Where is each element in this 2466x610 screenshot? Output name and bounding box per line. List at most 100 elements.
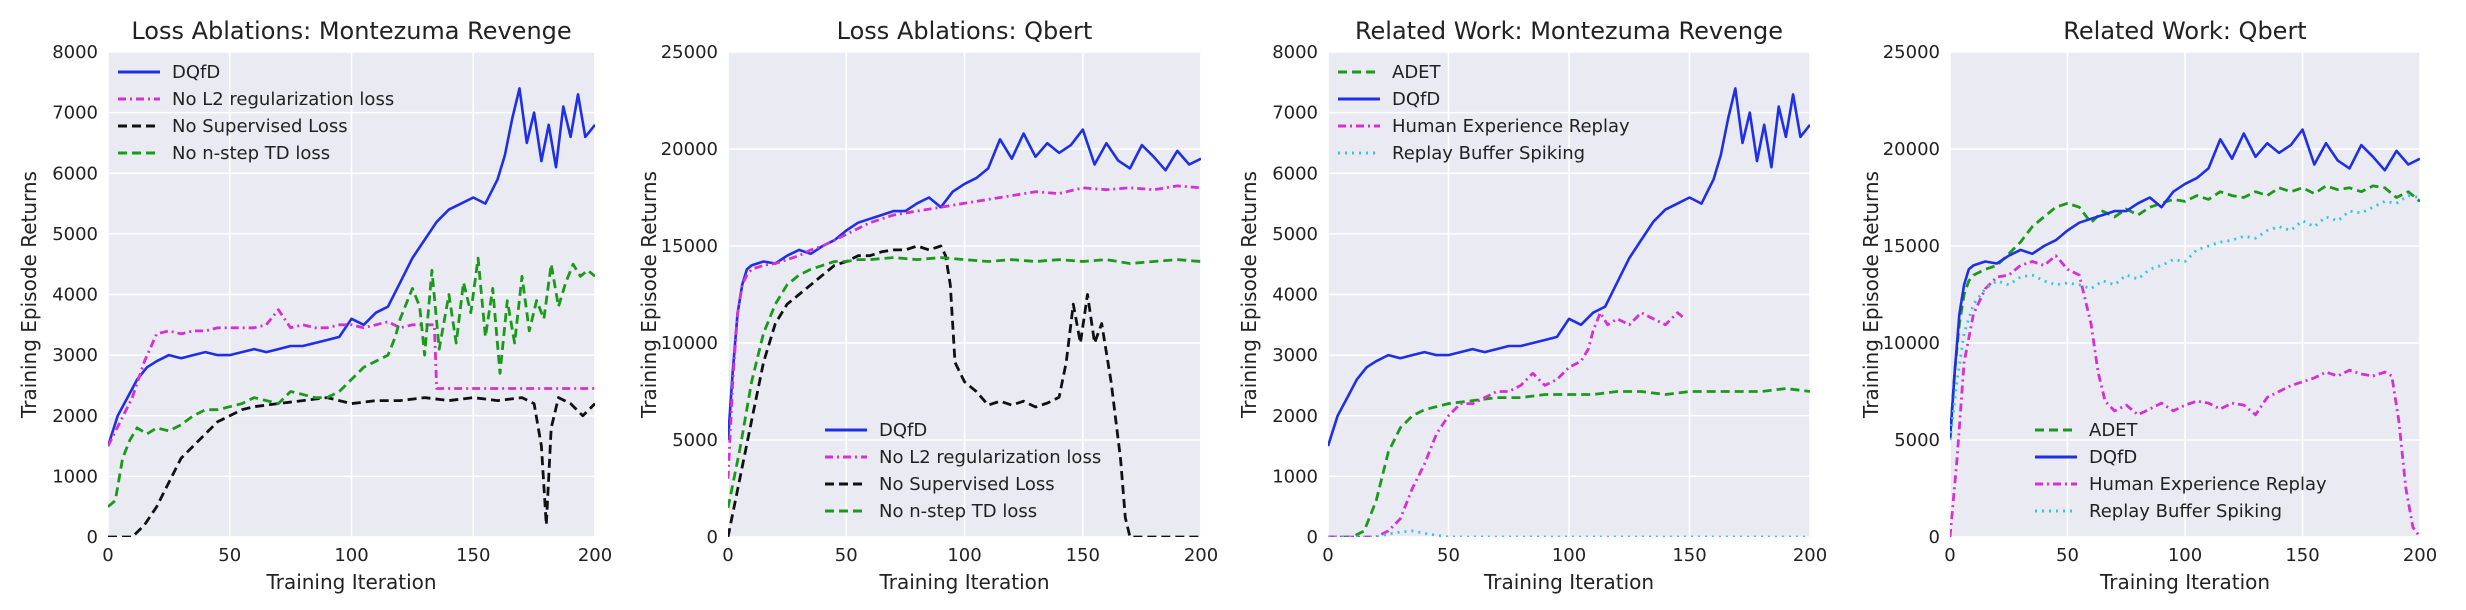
chart-panel-2: 0 5000 10000 15000 20000 25000 0 50 100 150 200 Los…	[637, 17, 1218, 594]
y-tick-label: 20000	[661, 139, 718, 160]
chart-panel-1: 0 1000 2000 3000 4000 5000 6000 7000 8000 0 50 100 1…	[17, 17, 612, 594]
series-line	[728, 244, 1201, 537]
legend-label: ADET	[1392, 62, 1442, 83]
series-line	[1950, 128, 2420, 441]
y-tick-label: 6000	[52, 163, 98, 184]
y-tick-label: 2000	[52, 406, 98, 427]
y-tick-label: 5000	[1894, 430, 1940, 451]
chart-title: Loss Ablations: Qbert	[837, 17, 1093, 45]
y-tick-label: 25000	[1883, 42, 1940, 63]
x-tick-label: 200	[578, 545, 612, 566]
y-tick-label: 5000	[1272, 224, 1318, 245]
legend-label: ADET	[2089, 420, 2139, 441]
y-tick-label: 5000	[52, 224, 98, 245]
legend-label: DQfD	[879, 420, 927, 441]
legend: DQfD No L2 regularization loss No Supervis…	[825, 420, 1101, 522]
y-tick-label: 8000	[52, 42, 98, 63]
y-tick-label: 10000	[661, 333, 718, 354]
legend-label: DQfD	[172, 62, 220, 83]
x-tick-label: 50	[2056, 545, 2079, 566]
legend-label: Human Experience Replay	[2089, 474, 2327, 495]
x-axis-label: Training Iteration	[878, 570, 1049, 594]
legend-label: No Supervised Loss	[172, 116, 348, 137]
y-tick-label: 1000	[52, 466, 98, 487]
y-tick-label: 0	[1929, 527, 1940, 548]
series-line	[108, 256, 595, 508]
legend-label: Replay Buffer Spiking	[1392, 143, 1585, 164]
legend-label: No L2 regularization loss	[172, 89, 394, 110]
x-tick-label: 0	[1944, 545, 1955, 566]
x-tick-label: 50	[835, 545, 858, 566]
y-tick-label: 7000	[52, 103, 98, 124]
x-tick-label: 100	[947, 545, 981, 566]
y-tick-label: 0	[1307, 527, 1318, 548]
legend-label: Replay Buffer Spiking	[2089, 501, 2282, 522]
legend-label: No n-step TD loss	[879, 501, 1037, 522]
chart-title: Related Work: Qbert	[2063, 17, 2306, 45]
x-tick-label: 150	[456, 545, 490, 566]
chart-title: Related Work: Montezuma Revenge	[1355, 17, 1783, 45]
y-tick-label: 10000	[1883, 333, 1940, 354]
y-tick-label: 8000	[1272, 42, 1318, 63]
y-tick-label: 3000	[1272, 345, 1318, 366]
y-axis-label: Training Episode Returns	[1859, 171, 1883, 419]
x-tick-label: 200	[2403, 545, 2437, 566]
x-axis-label: Training Iteration	[1483, 570, 1654, 594]
y-tick-label: 7000	[1272, 103, 1318, 124]
y-tick-label: 3000	[52, 345, 98, 366]
legend-label: No n-step TD loss	[172, 143, 330, 164]
x-tick-label: 100	[2168, 545, 2202, 566]
x-tick-label: 0	[1322, 545, 1333, 566]
y-tick-label: 4000	[1272, 285, 1318, 306]
x-axis-label: Training Iteration	[2099, 570, 2270, 594]
legend: DQfD No L2 regularization loss No Supervis…	[118, 62, 394, 164]
y-tick-label: 5000	[672, 430, 718, 451]
series-line	[1328, 87, 1810, 447]
x-tick-label: 100	[334, 545, 368, 566]
x-tick-label: 200	[1184, 545, 1218, 566]
y-tick-label: 15000	[1883, 236, 1940, 257]
y-tick-label: 0	[87, 527, 98, 548]
series-line	[1328, 311, 1686, 537]
chart-title: Loss Ablations: Montezuma Revenge	[131, 17, 571, 45]
y-tick-label: 1000	[1272, 466, 1318, 487]
legend: ADET DQfD Human Experience Replay Replay Bu…	[2035, 420, 2327, 522]
series-line	[728, 184, 1201, 479]
legend: ADET DQfD Human Experience Replay Replay Bu…	[1338, 62, 1630, 164]
y-axis-label: Training Episode Returns	[1237, 171, 1261, 419]
legend-label: Human Experience Replay	[1392, 116, 1630, 137]
y-axis-label: Training Episode Returns	[17, 171, 41, 419]
x-tick-label: 200	[1793, 545, 1827, 566]
x-tick-label: 150	[1066, 545, 1100, 566]
x-tick-label: 0	[722, 545, 733, 566]
y-tick-label: 25000	[661, 42, 718, 63]
x-tick-label: 50	[218, 545, 241, 566]
series-line	[108, 308, 595, 447]
x-axis-label: Training Iteration	[265, 570, 436, 594]
legend-label: No Supervised Loss	[879, 474, 1055, 495]
x-tick-label: 50	[1437, 545, 1460, 566]
x-tick-label: 0	[102, 545, 113, 566]
y-tick-label: 6000	[1272, 163, 1318, 184]
y-tick-label: 0	[707, 527, 718, 548]
chart-panel-4: 0 5000 10000 15000 20000 25000 0 50 100 150 200 Rel…	[1859, 17, 2437, 594]
x-tick-label: 150	[2285, 545, 2319, 566]
series-line	[1328, 387, 1810, 537]
legend-label: DQfD	[1392, 89, 1440, 110]
x-tick-label: 100	[1552, 545, 1586, 566]
legend-label: DQfD	[2089, 447, 2137, 468]
y-tick-label: 4000	[52, 285, 98, 306]
y-axis-label: Training Episode Returns	[637, 171, 661, 419]
chart-panel-3: 0 1000 2000 3000 4000 5000 6000 7000 8000 0 50 100 1…	[1237, 17, 1827, 594]
series-line	[728, 256, 1201, 509]
series-line	[108, 396, 595, 537]
series-line	[1950, 194, 2420, 441]
y-tick-label: 20000	[1883, 139, 1940, 160]
series-line	[108, 87, 595, 447]
series-line	[1950, 254, 2420, 537]
legend-label: No L2 regularization loss	[879, 447, 1101, 468]
y-tick-label: 15000	[661, 236, 718, 257]
x-tick-label: 150	[1672, 545, 1706, 566]
y-tick-label: 2000	[1272, 406, 1318, 427]
